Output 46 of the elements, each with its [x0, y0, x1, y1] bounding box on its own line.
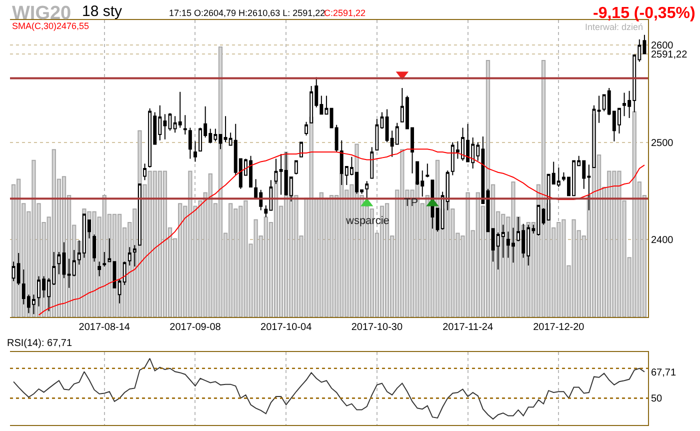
candlestick [300, 142, 303, 158]
candlestick [183, 114, 187, 136]
candlestick [304, 121, 308, 136]
annotation: TP [404, 197, 418, 209]
text: C:2591,22 [324, 8, 366, 18]
y-tick-label: 2591,22 [651, 49, 688, 60]
candlestick [274, 158, 278, 185]
chart-subtitle: 18 sty [82, 3, 123, 20]
text: 17:15 O:2604,79 H:2610,63 L: 2591,22 [169, 8, 326, 18]
y-tick-label: 67,71 [651, 367, 676, 378]
y-tick-label: 2500 [651, 138, 674, 149]
candlestick [62, 242, 66, 279]
y-tick-label: 2400 [651, 234, 674, 246]
chart-title: WIG20 [12, 3, 72, 24]
candlestick [380, 112, 384, 130]
candlestick [143, 163, 146, 181]
x-tick-label: 2017-10-04 [260, 322, 312, 333]
x-tick-label: 2017-10-30 [351, 322, 403, 333]
x-tick-label: 2017-08-14 [78, 322, 130, 333]
candlestick [294, 160, 298, 175]
candlestick [102, 251, 106, 268]
candlestick [194, 140, 197, 162]
line-series [38, 148, 645, 316]
candlestick [132, 244, 136, 268]
candlestick [128, 246, 132, 266]
candlestick [57, 251, 61, 275]
x-tick-label: 2017-12-20 [533, 322, 585, 333]
line-series [13, 358, 645, 420]
annotation: -9,15 (-0,35%) [593, 5, 696, 22]
y-tick-label: 50 [651, 394, 663, 405]
text: SMA(C,30)2476,55 [12, 21, 90, 31]
candlestick [92, 234, 96, 262]
candlestick [375, 118, 379, 151]
candlestick [426, 163, 430, 178]
y-tick-label: 2600 [651, 40, 674, 52]
candlestick [98, 261, 102, 277]
x-tick-label: 2017-11-24 [442, 322, 494, 333]
candlestick [108, 238, 112, 262]
annotation: wsparcie [345, 215, 390, 227]
annotation: Interwał: dzień [585, 22, 644, 32]
candlestick [188, 127, 192, 160]
x-tick-label: 2017-09-08 [170, 322, 222, 333]
candlestick [365, 180, 369, 200]
candlestick [370, 146, 374, 179]
candlestick [597, 95, 601, 124]
chart-title: RSI(14): 67,71 [7, 338, 72, 349]
